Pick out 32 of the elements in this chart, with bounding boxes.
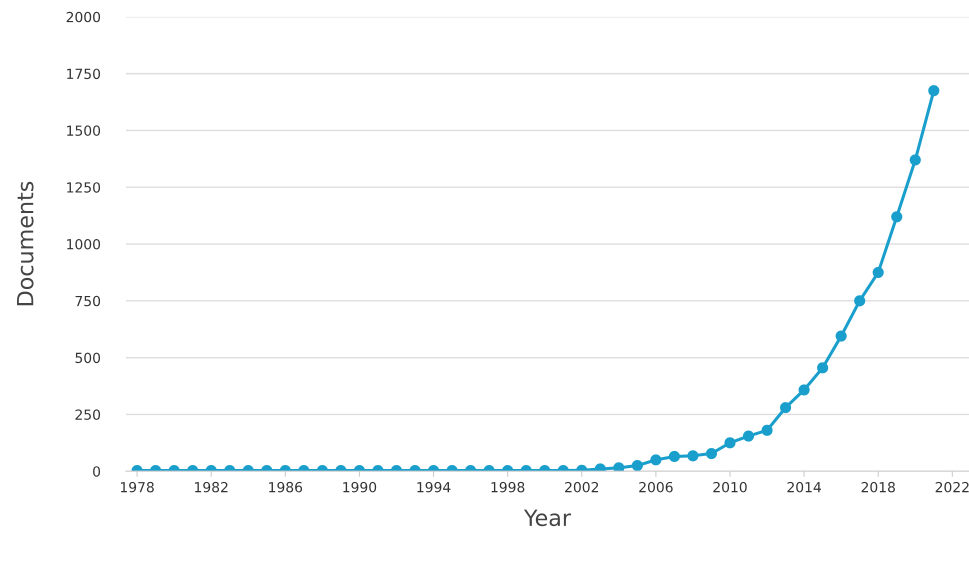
x-tick-label: 2014 <box>787 482 821 492</box>
x-tick-label: 1994 <box>417 482 450 492</box>
y-axis-title: Documents <box>17 182 34 306</box>
x-tick-label: 2002 <box>565 482 598 492</box>
y-tick-label: 1750 <box>67 68 100 80</box>
y-tick-label: 750 <box>76 296 100 306</box>
point <box>891 211 902 222</box>
y-tick-label: 2000 <box>66 12 100 22</box>
point <box>798 384 810 396</box>
y-tick-label: 500 <box>76 352 100 364</box>
x-tick-label: 1998 <box>492 482 524 492</box>
point <box>817 362 828 374</box>
x-tick-label: 1990 <box>343 482 376 492</box>
y-tick-label: 0 <box>93 466 100 477</box>
y-tick-label: 1500 <box>67 125 100 136</box>
x-tick-label: 2022 <box>936 482 969 492</box>
point <box>836 330 847 342</box>
point <box>872 266 884 278</box>
x-tick-label: 2010 <box>713 482 747 492</box>
y-tick-label: 250 <box>75 409 100 420</box>
point <box>613 462 624 472</box>
y-tick-label: 1250 <box>67 182 100 193</box>
x-tick-label: 2018 <box>862 482 895 492</box>
x-axis-title: Year <box>524 510 572 526</box>
point <box>910 154 921 166</box>
y-tick-label: 1000 <box>67 239 100 250</box>
point <box>928 85 940 96</box>
x-tick-label: 2006 <box>639 482 673 492</box>
point <box>854 295 866 306</box>
x-tick-label: 1978 <box>120 482 154 492</box>
x-tick-label: 1982 <box>195 482 228 492</box>
x-tick-label: 1986 <box>269 482 302 492</box>
